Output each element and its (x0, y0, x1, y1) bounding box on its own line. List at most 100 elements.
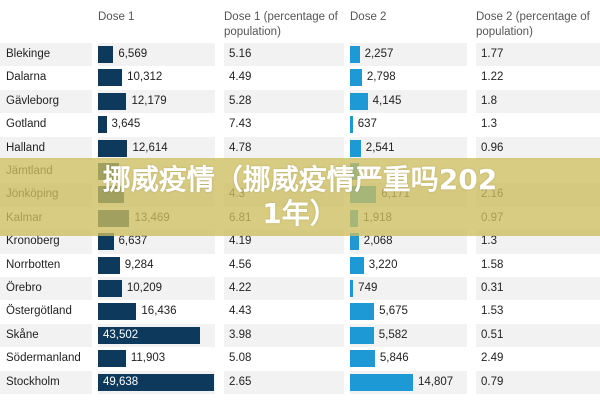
dose2-value: 5,846 (379, 352, 409, 365)
dose1-bar (98, 373, 214, 391)
table-row: Halland 12,614 4.78 2,541 0.96 (0, 136, 600, 160)
header-dose1: Dose 1 (98, 11, 135, 23)
region-name: Gävleborg (6, 94, 60, 107)
dose2-bar (350, 350, 375, 368)
table-row: Dalarna 10,312 4.49 2,798 1.22 (0, 66, 600, 89)
dose2-pct-value: 1.3 (481, 118, 497, 131)
dose1-value: 49,638 (103, 375, 139, 388)
row-stripe (98, 43, 215, 67)
dose2-value: 5,582 (378, 328, 408, 341)
dose2-bar (350, 280, 354, 297)
overlay-title-line1: 挪威疫情（挪威疫情严重吗202 (102, 163, 498, 196)
row-stripe (224, 323, 344, 348)
dose1-pct-value: 4.22 (229, 282, 252, 294)
dose1-bar (98, 303, 137, 321)
table-row: Södermanland 11,903 5.08 5,846 2.49 (0, 347, 600, 370)
dose1-bar (98, 116, 107, 134)
region-name: Halland (6, 141, 45, 154)
table-row: Örebro 10,209 4.22 749 0.31 (0, 277, 600, 301)
dose2-bar (350, 233, 359, 251)
dose2-pct-value: 0.51 (481, 328, 504, 341)
row-stripe (476, 230, 600, 254)
row-stripe (0, 43, 92, 67)
row-stripe (476, 277, 600, 301)
row-stripe (98, 277, 215, 301)
dose1-value: 6,637 (118, 235, 148, 248)
region-name: Skåne (6, 328, 39, 341)
dose1-pct-value: 4.49 (229, 71, 252, 84)
dose2-pct-value: 1.3 (481, 235, 497, 248)
row-stripe (350, 277, 467, 301)
table-row: Stockholm 49,638 2.65 14,807 0.79 (0, 370, 600, 394)
row-stripe (98, 230, 215, 254)
dose1-pct-value: 3.98 (229, 328, 252, 341)
header-dose2: Dose 2 (350, 11, 387, 23)
dose1-pct-value: 4.56 (229, 258, 252, 271)
dose1-value: 3,645 (111, 118, 141, 131)
dose1-pct-value: 5.08 (229, 352, 252, 365)
dose1-pct-value: 7.43 (229, 118, 252, 131)
dose1-pct-value: 4.43 (229, 305, 252, 318)
row-stripe (476, 323, 600, 348)
dose2-value: 5,675 (379, 305, 408, 318)
dose2-bar (350, 46, 360, 63)
dose2-pct-value: 1.22 (481, 71, 504, 84)
dose2-pct-value: 1.53 (481, 305, 504, 318)
dose1-bar (98, 46, 114, 63)
title-overlay-band: 挪威疫情（挪威疫情严重吗202 1年） (0, 158, 600, 236)
dose1-value: 10,209 (126, 282, 163, 294)
dose1-pct-value: 4.19 (229, 235, 252, 248)
dose1-value: 6,569 (118, 48, 148, 60)
dose2-pct-value: 1.58 (481, 258, 504, 271)
row-stripe (224, 277, 344, 301)
header-dose1-pct: Dose 1 (percentage of population) (224, 11, 338, 38)
dose2-bar (350, 139, 361, 157)
region-name: Stockholm (6, 375, 60, 388)
row-stripe (224, 370, 344, 394)
table-row: Östergötland 16,436 4.43 5,675 1.53 (0, 300, 600, 323)
dose1-value: 11,903 (130, 352, 166, 365)
region-name: Kronoberg (6, 235, 60, 248)
row-stripe (350, 323, 467, 348)
row-stripe (476, 89, 600, 114)
region-name: Norrbotten (6, 258, 61, 271)
table-row: Blekinge 6,569 5.16 2,257 1.77 (0, 43, 600, 67)
dose1-bar (98, 69, 123, 87)
dose2-bar (350, 373, 413, 391)
dose1-bar (98, 256, 120, 274)
dose2-value: 2,798 (366, 71, 396, 84)
region-name: Östergötland (6, 305, 72, 318)
dose2-value: 2,257 (364, 48, 394, 60)
row-stripe (476, 136, 600, 160)
row-stripe (0, 323, 92, 348)
dose2-value: 2,068 (363, 235, 393, 248)
row-stripe (224, 43, 344, 67)
row-stripe (476, 43, 600, 67)
row-stripe (476, 370, 600, 394)
dose2-bar (350, 116, 353, 134)
dose2-bar (350, 69, 362, 87)
row-stripe (0, 370, 92, 394)
dose2-pct-value: 2.49 (481, 352, 504, 365)
row-stripe (0, 230, 92, 254)
dose2-value: 637 (357, 118, 377, 131)
table-row: Norrbotten 9,284 4.56 3,220 1.58 (0, 254, 600, 277)
row-stripe (0, 277, 92, 301)
dose1-value: 16,436 (141, 305, 177, 318)
dose2-pct-value: 0.79 (481, 375, 504, 388)
table-row: Gotland 3,645 7.43 637 1.3 (0, 113, 600, 136)
row-stripe (350, 136, 467, 160)
table-row: Kronoberg 6,637 4.19 2,068 1.3 (0, 230, 600, 254)
row-stripe (350, 43, 467, 67)
row-stripe (224, 89, 344, 114)
row-stripe (98, 89, 215, 114)
dose1-bar (98, 350, 126, 368)
row-stripe (350, 230, 467, 254)
dose1-value: 9,284 (124, 258, 154, 271)
region-name: Örebro (6, 282, 42, 294)
row-stripe (0, 136, 92, 160)
region-name: Södermanland (6, 352, 81, 365)
row-stripe (224, 136, 344, 160)
row-stripe (350, 89, 467, 114)
